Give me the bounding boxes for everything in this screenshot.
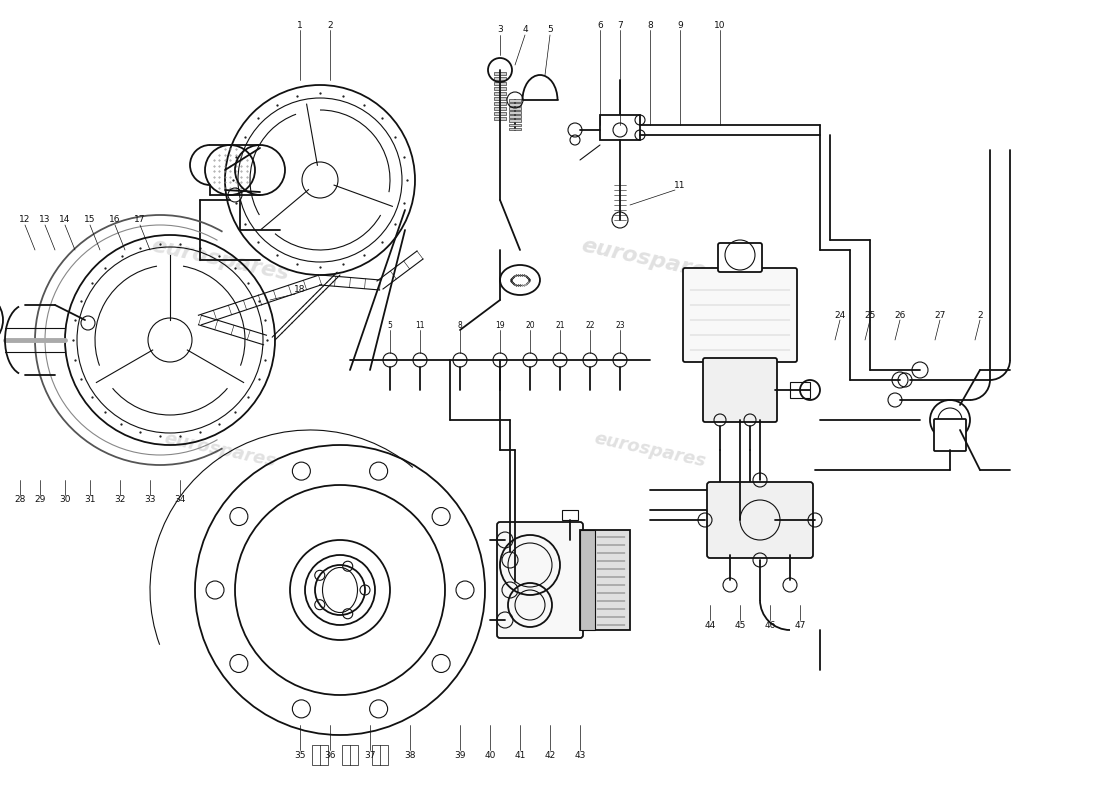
Text: 45: 45	[735, 621, 746, 630]
Text: eurospares: eurospares	[150, 235, 290, 285]
Text: 1: 1	[297, 21, 302, 30]
Text: 16: 16	[109, 215, 121, 225]
Bar	[580, 530, 630, 630]
Text: 4: 4	[522, 26, 528, 34]
FancyBboxPatch shape	[497, 522, 583, 638]
Text: 37: 37	[364, 750, 376, 759]
Bar	[494, 71, 506, 75]
Text: 44: 44	[704, 621, 716, 630]
Text: 23: 23	[615, 321, 625, 330]
Text: 11: 11	[674, 181, 685, 190]
Text: 17: 17	[134, 215, 145, 225]
Bar	[600, 115, 640, 140]
Text: 8: 8	[458, 321, 462, 330]
Text: 41: 41	[515, 750, 526, 759]
Text: 14: 14	[59, 215, 70, 225]
Text: 26: 26	[894, 310, 905, 319]
FancyBboxPatch shape	[718, 243, 762, 272]
Text: 38: 38	[405, 750, 416, 759]
Text: 43: 43	[574, 750, 585, 759]
Text: 6: 6	[597, 21, 603, 30]
Bar	[580, 530, 595, 630]
Text: 28: 28	[14, 495, 25, 505]
Text: 27: 27	[934, 310, 946, 319]
Bar	[494, 117, 506, 120]
Bar	[342, 745, 358, 765]
Text: 40: 40	[484, 750, 496, 759]
Text: 2: 2	[977, 310, 982, 319]
Bar	[494, 106, 506, 110]
Text: 2: 2	[327, 21, 333, 30]
Text: 13: 13	[40, 215, 51, 225]
Bar	[509, 127, 521, 130]
Text: 3: 3	[497, 26, 503, 34]
Text: 29: 29	[34, 495, 46, 505]
FancyBboxPatch shape	[703, 358, 777, 422]
Bar	[562, 510, 578, 520]
Bar	[494, 77, 506, 80]
Text: 31: 31	[85, 495, 96, 505]
Bar	[312, 745, 328, 765]
Text: 46: 46	[764, 621, 776, 630]
FancyBboxPatch shape	[683, 268, 798, 362]
Bar	[509, 115, 521, 118]
Bar	[790, 382, 810, 398]
Bar	[494, 111, 506, 115]
Bar	[372, 745, 388, 765]
Text: eurospares: eurospares	[163, 430, 277, 470]
Text: 47: 47	[794, 621, 805, 630]
Text: 42: 42	[544, 750, 556, 759]
Text: eurospares: eurospares	[579, 235, 720, 285]
Bar	[494, 97, 506, 100]
Text: 34: 34	[174, 495, 186, 505]
Text: 33: 33	[144, 495, 156, 505]
Text: 19: 19	[495, 321, 505, 330]
FancyBboxPatch shape	[707, 482, 813, 558]
Text: 24: 24	[835, 310, 846, 319]
Text: eurospares: eurospares	[593, 430, 707, 470]
Text: 8: 8	[647, 21, 653, 30]
Bar	[509, 99, 521, 102]
Bar	[509, 107, 521, 110]
Text: 39: 39	[454, 750, 465, 759]
Text: 22: 22	[585, 321, 595, 330]
Text: 25: 25	[865, 310, 876, 319]
Text: 35: 35	[295, 750, 306, 759]
Text: 11: 11	[416, 321, 425, 330]
Bar	[494, 86, 506, 90]
Text: 10: 10	[714, 21, 726, 30]
Text: 5: 5	[547, 26, 553, 34]
Bar	[509, 123, 521, 126]
Text: 32: 32	[114, 495, 125, 505]
Text: 36: 36	[324, 750, 336, 759]
Text: 18: 18	[295, 286, 306, 294]
Text: 20: 20	[525, 321, 535, 330]
Bar	[494, 82, 506, 85]
Text: 12: 12	[20, 215, 31, 225]
Bar	[509, 119, 521, 122]
Bar	[494, 102, 506, 105]
Bar	[509, 111, 521, 114]
Text: 5: 5	[387, 321, 393, 330]
Text: 15: 15	[85, 215, 96, 225]
Text: 21: 21	[556, 321, 564, 330]
Text: 9: 9	[678, 21, 683, 30]
Text: 7: 7	[617, 21, 623, 30]
Bar	[509, 103, 521, 106]
FancyBboxPatch shape	[934, 419, 966, 451]
Text: 30: 30	[59, 495, 70, 505]
Bar	[494, 91, 506, 95]
